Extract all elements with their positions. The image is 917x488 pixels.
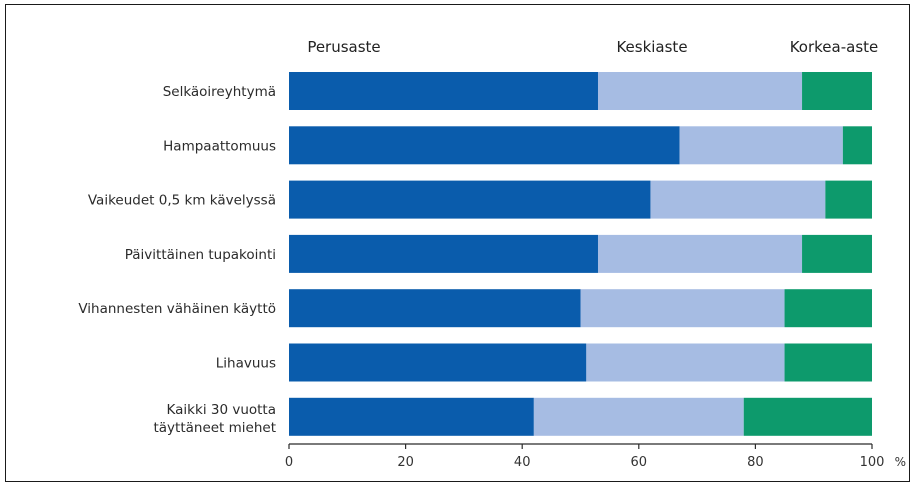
category-label-1: Hampaattomuus <box>163 138 276 154</box>
bar-segment-6-1 <box>533 397 744 436</box>
legend-label-1: Keskiaste <box>616 38 687 56</box>
x-tick-label-2: 40 <box>514 455 531 470</box>
bar-segment-1-2 <box>842 126 872 165</box>
bar-segment-5-1 <box>586 343 785 382</box>
x-tick-label-3: 60 <box>631 455 648 470</box>
category-label-5: Lihavuus <box>216 356 276 372</box>
bar-segment-1-0 <box>289 126 680 165</box>
bar-segment-2-2 <box>825 180 872 219</box>
bar-segment-3-1 <box>597 234 803 273</box>
x-tick-label-4: 80 <box>747 455 764 470</box>
bar-segment-5-2 <box>784 343 872 382</box>
x-tick-label-5: 100 <box>860 455 885 470</box>
bar-segment-4-1 <box>580 289 785 328</box>
bar-segment-3-0 <box>289 234 598 273</box>
bar-segment-2-1 <box>650 180 826 219</box>
bar-segment-3-2 <box>802 234 872 273</box>
bar-segment-0-1 <box>597 72 803 110</box>
bar-segment-4-0 <box>289 289 581 328</box>
category-label-2: Vaikeudet 0,5 km kävelyssä <box>88 193 276 209</box>
bar-segment-4-2 <box>784 289 872 328</box>
legend-label-2: Korkea-aste <box>790 38 879 56</box>
x-unit-label: % <box>895 455 906 469</box>
bar-segment-6-2 <box>743 397 872 436</box>
x-tick-label-0: 0 <box>285 455 293 470</box>
category-label-6-line-0: Kaikki 30 vuotta <box>167 402 276 418</box>
bar-segment-0-2 <box>802 72 872 110</box>
bar-segment-6-0 <box>289 397 534 436</box>
bar-segment-1-1 <box>679 126 843 165</box>
category-label-6-line-1: täyttäneet miehet <box>153 420 276 436</box>
bar-segment-2-0 <box>289 180 651 219</box>
bar-segment-0-0 <box>289 72 598 110</box>
legend-label-0: Perusaste <box>307 38 380 56</box>
category-label-0: Selkäoireyhtymä <box>163 84 276 100</box>
x-tick-label-1: 20 <box>397 455 414 470</box>
chart-frame <box>5 4 910 482</box>
bar-segment-5-0 <box>289 343 587 382</box>
category-label-4: Vihannesten vähäinen käyttö <box>78 301 276 317</box>
category-label-3: Päivittäinen tupakointi <box>125 247 276 263</box>
